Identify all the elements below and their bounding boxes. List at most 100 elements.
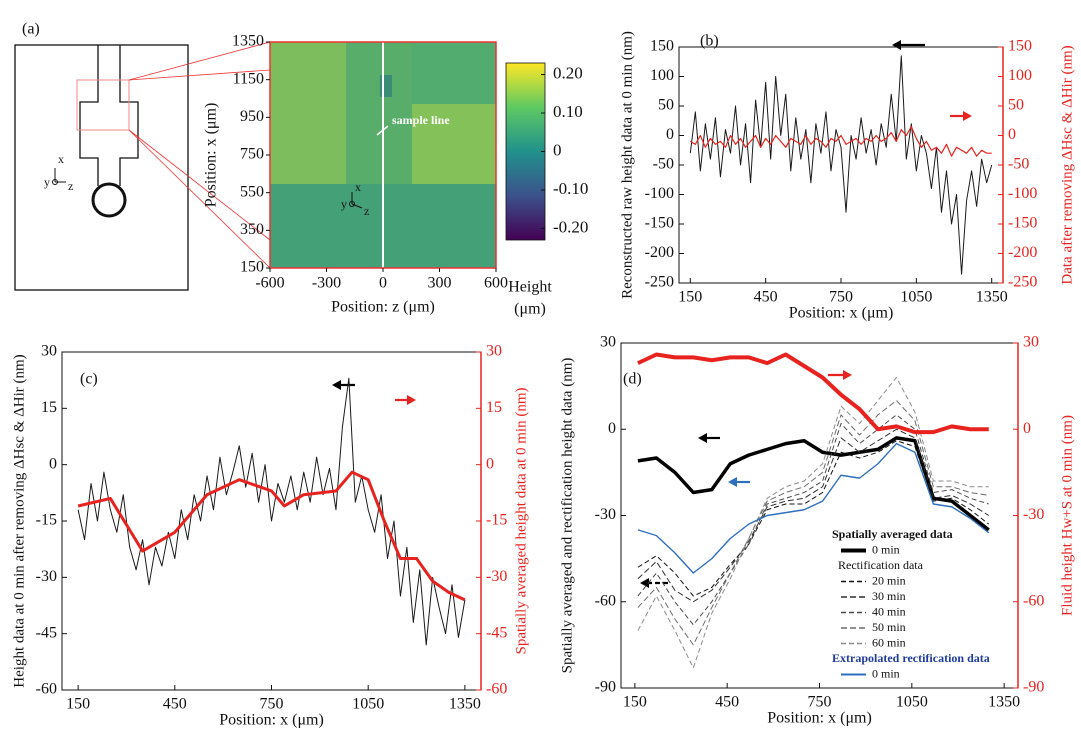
y2-tick-label: 15 bbox=[486, 399, 502, 416]
data-line bbox=[77, 470, 466, 602]
y2-tick-label: -200 bbox=[1008, 244, 1037, 261]
x-tick-label: 450 bbox=[754, 289, 778, 306]
x-tick-label: 300 bbox=[428, 275, 452, 292]
x-tick-label: 150 bbox=[623, 694, 647, 711]
colorbar-tick-label: -0.20 bbox=[553, 217, 588, 236]
x-axis-label: Position: z (μm) bbox=[331, 299, 435, 316]
y-tick-label: -90 bbox=[595, 679, 616, 696]
data-line bbox=[689, 126, 992, 157]
panel-label: (d) bbox=[623, 371, 642, 388]
x-tick-label: 450 bbox=[715, 694, 739, 711]
data-line bbox=[637, 428, 990, 603]
y-tick-label: 0 bbox=[666, 126, 674, 143]
y-tick-label: 30 bbox=[41, 343, 57, 360]
data-line bbox=[637, 400, 989, 646]
y-tick-label: 150 bbox=[650, 38, 674, 55]
y2-axis-label: Spatially averaged height data at 0 min … bbox=[513, 387, 529, 654]
orientation-label: z bbox=[68, 179, 73, 193]
x-tick-label: -600 bbox=[255, 275, 284, 292]
x-tick-label: 750 bbox=[260, 696, 284, 713]
annotation: sample line bbox=[392, 113, 450, 127]
y-tick-label: -50 bbox=[653, 156, 674, 173]
y2-tick-label: -250 bbox=[1008, 274, 1037, 291]
legend-label: 0 min bbox=[872, 542, 900, 556]
y2-tick-label: -45 bbox=[486, 624, 507, 641]
x-tick-label: 450 bbox=[163, 696, 187, 713]
x-tick-label: 1350 bbox=[449, 696, 481, 713]
y2-tick-label: 50 bbox=[1008, 97, 1024, 114]
plot-frame bbox=[620, 342, 1019, 689]
y-tick-label: 1350 bbox=[232, 33, 264, 50]
y-tick-label: 0 bbox=[608, 420, 616, 437]
data-line bbox=[637, 436, 990, 532]
y-tick-label: 100 bbox=[650, 67, 674, 84]
y2-tick-label: 150 bbox=[1008, 38, 1032, 55]
x-axis-label: Position: x (μm) bbox=[767, 710, 872, 727]
colorbar-tick-label: 0.20 bbox=[553, 63, 583, 82]
y2-tick-label: -30 bbox=[1023, 506, 1044, 523]
y-tick-label: -60 bbox=[595, 592, 616, 609]
x-tick-label: 750 bbox=[808, 694, 832, 711]
y-tick-label: -150 bbox=[645, 215, 674, 232]
colorbar-tick-label: 0 bbox=[553, 140, 562, 159]
legend-label: 30 min bbox=[872, 589, 906, 603]
y2-tick-label: 0 bbox=[1023, 420, 1031, 437]
y-tick-label: 50 bbox=[658, 97, 674, 114]
y2-tick-label: 0 bbox=[486, 455, 494, 472]
x-tick-label: 600 bbox=[484, 275, 508, 292]
orientation-label: y bbox=[44, 175, 50, 189]
x-tick-label: -300 bbox=[312, 275, 341, 292]
data-line bbox=[637, 414, 989, 626]
y2-tick-label: 0 bbox=[1008, 126, 1016, 143]
y2-tick-label: -150 bbox=[1008, 215, 1037, 232]
y-tick-label: 550 bbox=[240, 183, 264, 200]
y-axis-label: Reconstructed raw height data at 0 min (… bbox=[619, 31, 635, 299]
x-axis-label: Position: x (μm) bbox=[789, 305, 894, 322]
data-line bbox=[637, 377, 989, 669]
y-tick-label: -60 bbox=[36, 681, 57, 698]
y2-tick-label: -90 bbox=[1023, 679, 1044, 696]
y2-tick-label: -30 bbox=[486, 568, 507, 585]
heatmap-image bbox=[269, 41, 497, 269]
y2-tick-label: 30 bbox=[1023, 334, 1039, 351]
y-tick-label: 30 bbox=[600, 334, 616, 351]
y-tick-label: 0 bbox=[49, 455, 57, 472]
y-tick-label: -15 bbox=[36, 512, 57, 529]
data-line bbox=[77, 377, 466, 646]
y-tick-label: -250 bbox=[645, 274, 674, 291]
y-tick-label: 1150 bbox=[233, 70, 264, 87]
legend-label: 40 min bbox=[872, 604, 906, 618]
y-axis-label: Height data at 0 min after removing ΔHsc… bbox=[11, 354, 27, 687]
legend-label: 20 min bbox=[872, 573, 906, 587]
data-line bbox=[689, 55, 993, 275]
y-tick-label: -30 bbox=[36, 568, 57, 585]
y2-axis-label: Data after removing ΔHsc & ΔHir (nm) bbox=[1059, 45, 1075, 284]
x-tick-label: 150 bbox=[66, 696, 90, 713]
colorbar-tick-label: -0.10 bbox=[553, 179, 588, 198]
y-tick-label: 950 bbox=[240, 108, 264, 125]
y2-tick-label: -60 bbox=[486, 681, 507, 698]
colorbar bbox=[505, 62, 546, 241]
legend-heading: Extrapolated rectification data bbox=[832, 651, 990, 665]
y2-tick-label: 100 bbox=[1008, 67, 1032, 84]
y-tick-label: -30 bbox=[595, 506, 616, 523]
y2-axis-label: Fluid height Hw+S at 0 min (nm) bbox=[1059, 415, 1075, 616]
y-axis-label: Spatially averaged and rectification hei… bbox=[559, 358, 575, 674]
x-tick-label: 150 bbox=[678, 289, 702, 306]
y-tick-label: -45 bbox=[36, 624, 57, 641]
x-tick-label: 1050 bbox=[896, 694, 928, 711]
y-tick-label: 150 bbox=[240, 259, 264, 276]
y-tick-label: -100 bbox=[645, 185, 674, 202]
y2-tick-label: 30 bbox=[486, 343, 502, 360]
colorbar-label: Height bbox=[508, 279, 552, 296]
colorbar-label: (μm) bbox=[514, 301, 546, 318]
x-tick-label: 750 bbox=[829, 289, 853, 306]
data-line bbox=[637, 442, 990, 574]
x-tick-label: 1350 bbox=[976, 289, 1008, 306]
x-tick-label: 1050 bbox=[900, 289, 932, 306]
x-tick-label: 0 bbox=[379, 275, 387, 292]
legend-heading: Rectification data bbox=[838, 558, 924, 572]
y2-tick-label: -50 bbox=[1008, 156, 1029, 173]
arrows bbox=[332, 40, 972, 588]
